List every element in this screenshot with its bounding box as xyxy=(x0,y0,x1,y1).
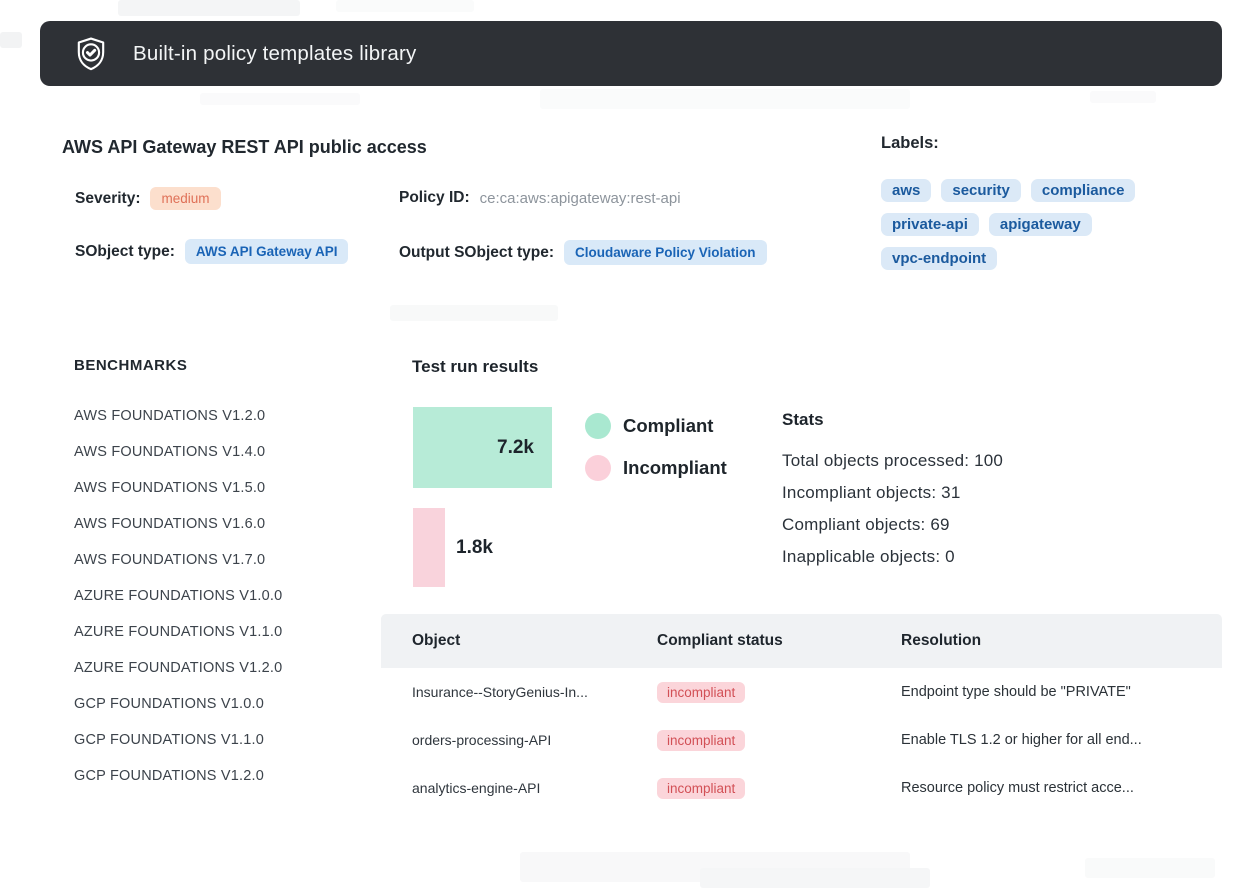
background-fragment xyxy=(200,93,360,105)
severity-field: Severity: medium xyxy=(75,187,221,210)
output-sobject-type-badge: Cloudaware Policy Violation xyxy=(564,240,767,265)
label-tag-compliance[interactable]: compliance xyxy=(1030,179,1136,202)
stats-inapplicable: Inapplicable objects: 0 xyxy=(782,547,955,566)
cell-object: analytics-engine-API xyxy=(412,780,541,796)
benchmark-item[interactable]: GCP FOUNDATIONS V1.1.0 xyxy=(74,732,264,748)
benchmark-item[interactable]: AWS FOUNDATIONS V1.4.0 xyxy=(74,444,266,460)
benchmark-group-gcp: GCP FOUNDATIONS V1.0.0 GCP FOUNDATIONS V… xyxy=(74,696,374,784)
policy-id-value: ce:ca:aws:apigateway:rest-api xyxy=(479,189,681,207)
col-header-resolution: Resolution xyxy=(901,632,982,649)
label-tag-private-api[interactable]: private-api xyxy=(881,213,979,236)
labels-tag-list: aws security compliance private-api apig… xyxy=(881,179,1149,270)
compliant-bar-value: 7.2k xyxy=(497,436,534,458)
table-row[interactable]: orders-processing-API incompliant Enable… xyxy=(381,716,1222,764)
benchmark-item[interactable]: GCP FOUNDATIONS V1.2.0 xyxy=(74,768,264,784)
legend-item-incompliant: Incompliant xyxy=(585,455,727,481)
label-tag-vpc-endpoint[interactable]: vpc-endpoint xyxy=(881,247,998,270)
status-badge: incompliant xyxy=(657,681,746,703)
labels-heading: Labels: xyxy=(881,134,939,152)
cell-status: incompliant xyxy=(657,777,901,799)
status-badge: incompliant xyxy=(657,777,746,799)
table-row[interactable]: analytics-engine-API incompliant Resourc… xyxy=(381,764,1222,812)
benchmark-group-aws: AWS FOUNDATIONS V1.2.0 AWS FOUNDATIONS V… xyxy=(74,408,374,568)
cell-resolution: Resource policy must restrict acce... xyxy=(901,780,1134,796)
benchmark-item[interactable]: GCP FOUNDATIONS V1.0.0 xyxy=(74,696,264,712)
cell-object: Insurance--StoryGenius-In... xyxy=(412,684,588,700)
stats-incompliant: Incompliant objects: 31 xyxy=(782,483,961,502)
cell-resolution: Endpoint type should be "PRIVATE" xyxy=(901,684,1131,700)
col-header-compliant-status: Compliant status xyxy=(657,632,783,649)
cell-status: incompliant xyxy=(657,729,901,751)
benchmarks-section: BENCHMARKS AWS FOUNDATIONS V1.2.0 AWS FO… xyxy=(74,357,374,804)
header-title: Built-in policy templates library xyxy=(133,41,417,65)
background-fragment xyxy=(1090,91,1156,103)
policy-title: AWS API Gateway REST API public access xyxy=(62,137,427,157)
background-fragment xyxy=(0,32,22,48)
compliant-dot-icon xyxy=(585,413,611,439)
incompliant-dot-icon xyxy=(585,455,611,481)
label-tag-apigateway[interactable]: apigateway xyxy=(988,213,1092,236)
incompliant-bar-value-wrap: 1.8k xyxy=(456,508,493,587)
label-tag-aws[interactable]: aws xyxy=(881,179,932,202)
stats-total: Total objects processed: 100 xyxy=(782,451,1004,470)
benchmark-item[interactable]: AWS FOUNDATIONS V1.7.0 xyxy=(74,552,266,568)
test-run-heading: Test run results xyxy=(412,357,539,376)
background-fragment xyxy=(1085,858,1215,878)
chart-legend: Compliant Incompliant xyxy=(585,413,727,497)
benchmark-item[interactable]: AZURE FOUNDATIONS V1.1.0 xyxy=(74,624,283,640)
label-tag-security[interactable]: security xyxy=(941,179,1021,202)
background-fragment xyxy=(540,89,910,109)
cell-object: orders-processing-API xyxy=(412,732,552,748)
benchmark-item[interactable]: AWS FOUNDATIONS V1.5.0 xyxy=(74,480,266,496)
benchmark-item[interactable]: AZURE FOUNDATIONS V1.2.0 xyxy=(74,660,283,676)
header-bar: Built-in policy templates library xyxy=(40,21,1222,86)
stats-section: Stats Total objects processed: 100 Incom… xyxy=(782,410,1003,573)
legend-item-compliant: Compliant xyxy=(585,413,727,439)
table-row[interactable]: Insurance--StoryGenius-In... incompliant… xyxy=(381,668,1222,716)
cell-resolution: Enable TLS 1.2 or higher for all end... xyxy=(901,732,1142,748)
sobject-type-field: SObject type: AWS API Gateway API xyxy=(75,239,349,264)
sobject-type-label: SObject type: xyxy=(75,242,175,260)
legend-label-incompliant: Incompliant xyxy=(623,457,727,478)
incompliant-bar xyxy=(413,508,445,587)
sobject-type-badge: AWS API Gateway API xyxy=(184,239,349,264)
status-badge: incompliant xyxy=(657,729,746,751)
benchmark-item[interactable]: AZURE FOUNDATIONS V1.0.0 xyxy=(74,588,283,604)
severity-label: Severity: xyxy=(75,189,141,207)
severity-badge: medium xyxy=(150,187,221,210)
cell-status: incompliant xyxy=(657,681,901,703)
background-fragment xyxy=(118,0,300,16)
shield-check-icon xyxy=(74,36,108,72)
col-header-object: Object xyxy=(412,632,461,649)
legend-label-compliant: Compliant xyxy=(623,415,714,436)
results-table: Object Compliant status Resolution Insur… xyxy=(381,614,1222,812)
benchmark-item[interactable]: AWS FOUNDATIONS V1.6.0 xyxy=(74,516,266,532)
policy-id-label: Policy ID: xyxy=(399,189,470,206)
output-sobject-type-label: Output SObject type: xyxy=(399,243,554,261)
background-fragment xyxy=(700,868,930,888)
benchmark-group-azure: AZURE FOUNDATIONS V1.0.0 AZURE FOUNDATIO… xyxy=(74,588,374,676)
benchmarks-heading: BENCHMARKS xyxy=(74,357,188,374)
compliant-bar: 7.2k xyxy=(413,407,552,488)
stats-compliant: Compliant objects: 69 xyxy=(782,515,950,534)
background-fragment xyxy=(390,305,558,321)
incompliant-bar-value: 1.8k xyxy=(456,536,493,558)
labels-section: Labels: aws security compliance private-… xyxy=(881,134,1149,270)
stats-heading: Stats xyxy=(782,410,824,429)
table-header-row: Object Compliant status Resolution xyxy=(381,614,1222,668)
benchmark-item[interactable]: AWS FOUNDATIONS V1.2.0 xyxy=(74,408,266,424)
background-fragment xyxy=(336,0,474,12)
output-sobject-type-field: Output SObject type: Cloudaware Policy V… xyxy=(399,240,767,265)
policy-id-field: Policy ID: ce:ca:aws:apigateway:rest-api xyxy=(399,189,681,207)
